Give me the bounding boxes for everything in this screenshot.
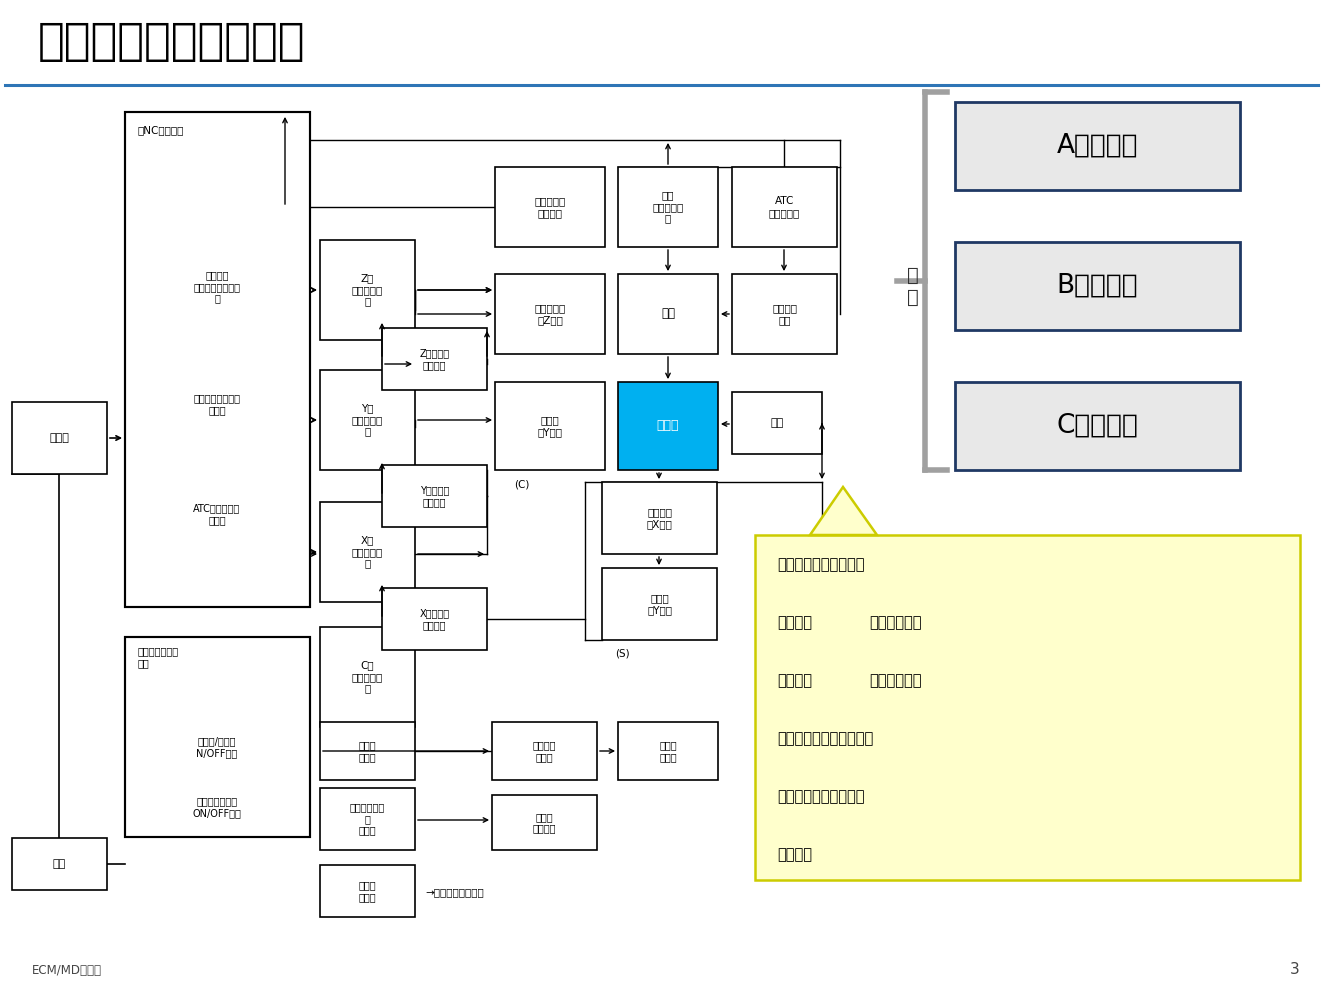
FancyBboxPatch shape	[955, 242, 1240, 330]
Text: Y軸
サーボモー
タ: Y軸 サーボモー タ	[352, 404, 384, 436]
Text: 主軸ヘッド
（Z軸）: 主軸ヘッド （Z軸）	[534, 304, 566, 324]
FancyBboxPatch shape	[124, 637, 310, 837]
FancyBboxPatch shape	[382, 588, 487, 650]
FancyBboxPatch shape	[602, 482, 717, 554]
FancyBboxPatch shape	[320, 722, 415, 780]
Polygon shape	[810, 487, 877, 535]
Text: 別の機能ブロック図の作: 別の機能ブロック図の作	[777, 731, 873, 746]
FancyBboxPatch shape	[320, 788, 415, 850]
Text: Y軸リニア
スケール: Y軸リニア スケール	[419, 485, 450, 507]
FancyBboxPatch shape	[618, 167, 718, 247]
FancyBboxPatch shape	[382, 328, 487, 390]
Text: 電源: 電源	[53, 859, 66, 869]
FancyBboxPatch shape	[495, 382, 605, 470]
Text: C軸
サーボモー
タ: C軸 サーボモー タ	[352, 661, 384, 693]
FancyBboxPatch shape	[602, 568, 717, 640]
Text: ワーク: ワーク	[656, 420, 679, 433]
Text: 潤滑油
モータ: 潤滑油 モータ	[359, 880, 376, 902]
FancyBboxPatch shape	[495, 167, 605, 247]
FancyBboxPatch shape	[382, 465, 487, 527]
Text: Z軸
サーボモー
タ: Z軸 サーボモー タ	[352, 274, 384, 307]
Text: しえない: しえない	[777, 615, 812, 630]
FancyBboxPatch shape	[320, 865, 415, 917]
Text: 方式違いの機能も包含: 方式違いの機能も包含	[38, 21, 306, 63]
Text: 切削油量
検出器: 切削油量 検出器	[533, 740, 556, 762]
FancyBboxPatch shape	[732, 392, 822, 454]
Text: 方式違いの機: 方式違いの機	[869, 615, 922, 630]
Text: チップコンベ
ア
モータ: チップコンベ ア モータ	[349, 803, 385, 835]
Text: 成時に必要機能のみを: 成時に必要機能のみを	[777, 789, 864, 804]
Text: 能も包含: 能も包含	[777, 673, 812, 688]
Text: ATC駆動モータ
アンプ: ATC駆動モータ アンプ	[193, 503, 241, 525]
Text: サドル
（Y軸）: サドル （Y軸）	[647, 593, 672, 615]
FancyBboxPatch shape	[492, 795, 597, 850]
FancyBboxPatch shape	[732, 167, 837, 247]
Text: 主軸過負荷
検出装置: 主軸過負荷 検出装置	[534, 196, 566, 218]
FancyBboxPatch shape	[12, 402, 107, 474]
Text: 包
含: 包 含	[908, 266, 919, 307]
FancyBboxPatch shape	[618, 274, 718, 354]
FancyBboxPatch shape	[955, 382, 1240, 470]
FancyBboxPatch shape	[12, 838, 107, 890]
Text: 切削油/潤滑油
N/OFF制御: 切削油/潤滑油 N/OFF制御	[196, 736, 238, 758]
Text: Bシリーズ: Bシリーズ	[1057, 273, 1138, 299]
Text: 工具交換
装置: 工具交換 装置	[773, 304, 796, 324]
FancyBboxPatch shape	[320, 240, 415, 340]
FancyBboxPatch shape	[320, 502, 415, 602]
Text: (C): (C)	[515, 480, 529, 490]
Text: 構造的には同時に存在: 構造的には同時に存在	[777, 557, 864, 572]
Text: スピンドルモータ
アンプ: スピンドルモータ アンプ	[193, 393, 241, 415]
FancyBboxPatch shape	[320, 370, 415, 470]
FancyBboxPatch shape	[618, 722, 718, 780]
Text: 主軸: 主軸	[662, 308, 675, 320]
Text: 治具: 治具	[770, 418, 783, 428]
Text: テーブル
（X軸）: テーブル （X軸）	[647, 507, 672, 529]
Text: 切削油
モータ: 切削油 モータ	[359, 740, 376, 762]
Text: (S): (S)	[615, 649, 630, 659]
Text: 切削油
タンク: 切削油 タンク	[659, 740, 677, 762]
Text: チップコンベア
ON/OFF制御: チップコンベア ON/OFF制御	[193, 797, 241, 817]
Text: 【周辺機器制御
盤】: 【周辺機器制御 盤】	[138, 646, 179, 668]
FancyBboxPatch shape	[320, 627, 415, 727]
FancyBboxPatch shape	[495, 274, 605, 354]
FancyBboxPatch shape	[732, 274, 837, 354]
Text: 【NC制御盤】: 【NC制御盤】	[138, 125, 184, 135]
Text: して描き、個: して描き、個	[869, 673, 922, 688]
Text: X軸リニア
スケール: X軸リニア スケール	[419, 608, 450, 630]
Text: Z軸リニア
スケール: Z軸リニア スケール	[419, 348, 450, 370]
Text: 主軸
サーボモー
タ: 主軸 サーボモー タ	[652, 190, 684, 223]
Text: 抽出する: 抽出する	[777, 847, 812, 862]
Text: 3: 3	[1290, 962, 1301, 977]
FancyBboxPatch shape	[492, 722, 597, 780]
Text: ECM/MD研究会: ECM/MD研究会	[32, 963, 102, 976]
FancyBboxPatch shape	[955, 102, 1240, 190]
Text: 各軸制御
サーボモータアン
プ: 各軸制御 サーボモータアン プ	[193, 271, 241, 304]
FancyBboxPatch shape	[618, 382, 718, 470]
Text: 操作盤: 操作盤	[49, 433, 69, 443]
Text: ATC
駆動モータ: ATC 駆動モータ	[769, 196, 800, 218]
FancyBboxPatch shape	[755, 535, 1301, 880]
Text: Cシリーズ: Cシリーズ	[1057, 413, 1138, 439]
Text: X軸
サーボモー
タ: X軸 サーボモー タ	[352, 536, 384, 568]
Text: Aシリーズ: Aシリーズ	[1057, 133, 1138, 159]
Text: チップ
コンベア: チップ コンベア	[533, 811, 556, 833]
Text: コラム
（Y軸）: コラム （Y軸）	[537, 416, 562, 436]
FancyBboxPatch shape	[124, 112, 310, 607]
Text: →（各軸潤滑部位）: →（各軸潤滑部位）	[425, 887, 484, 897]
